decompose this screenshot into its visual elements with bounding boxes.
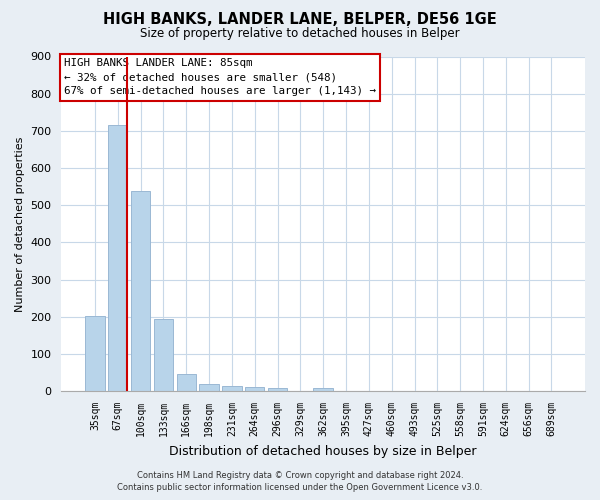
- Text: HIGH BANKS, LANDER LANE, BELPER, DE56 1GE: HIGH BANKS, LANDER LANE, BELPER, DE56 1G…: [103, 12, 497, 28]
- Text: Size of property relative to detached houses in Belper: Size of property relative to detached ho…: [140, 28, 460, 40]
- Bar: [176, 374, 196, 391]
- Bar: [313, 388, 333, 391]
- Bar: [199, 384, 219, 391]
- Text: HIGH BANKS LANDER LANE: 85sqm
← 32% of detached houses are smaller (548)
67% of : HIGH BANKS LANDER LANE: 85sqm ← 32% of d…: [64, 58, 376, 96]
- X-axis label: Distribution of detached houses by size in Belper: Distribution of detached houses by size …: [169, 444, 477, 458]
- Bar: [85, 316, 104, 391]
- Bar: [131, 192, 150, 391]
- Bar: [245, 388, 265, 391]
- Text: Contains HM Land Registry data © Crown copyright and database right 2024.
Contai: Contains HM Land Registry data © Crown c…: [118, 471, 482, 492]
- Bar: [154, 318, 173, 391]
- Y-axis label: Number of detached properties: Number of detached properties: [15, 136, 25, 312]
- Bar: [108, 126, 127, 391]
- Bar: [268, 388, 287, 391]
- Bar: [222, 386, 242, 391]
